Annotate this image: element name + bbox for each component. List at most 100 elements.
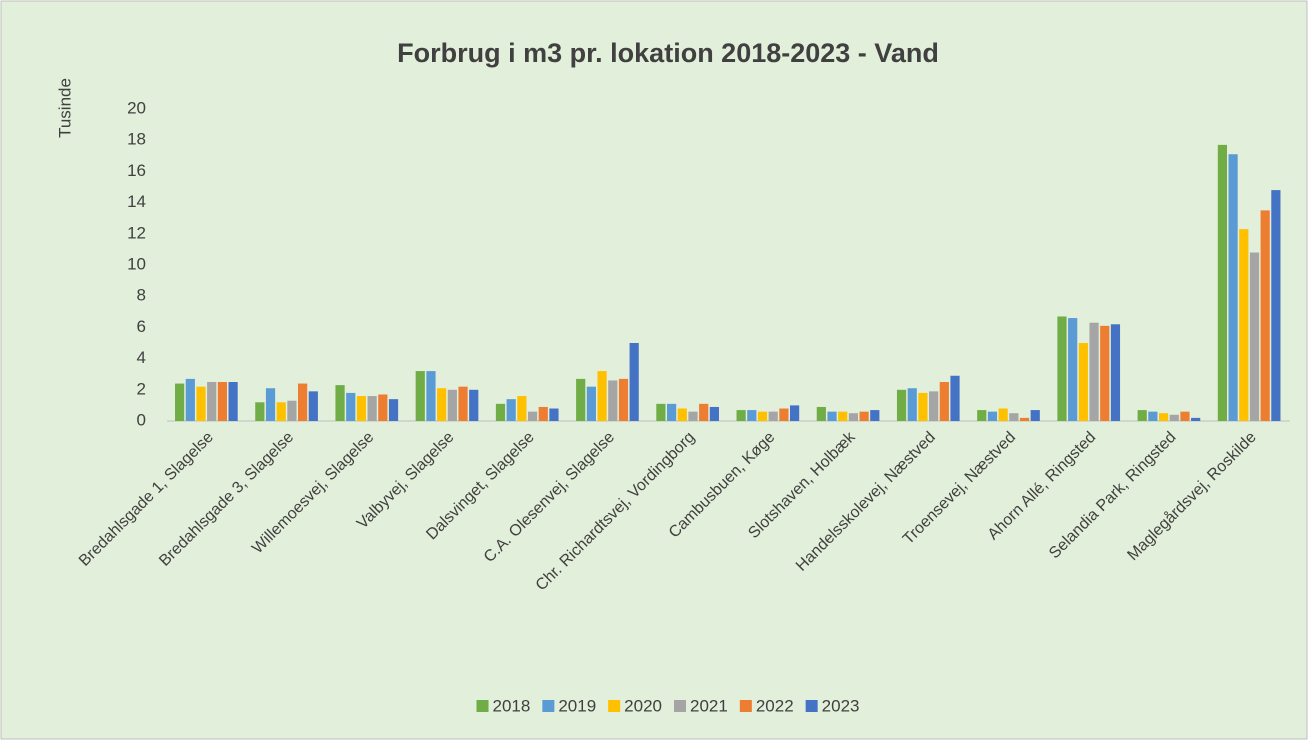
bar bbox=[629, 343, 639, 421]
bar bbox=[1191, 417, 1201, 421]
bar bbox=[495, 403, 506, 421]
bar bbox=[789, 405, 800, 421]
bar bbox=[367, 396, 377, 421]
bar bbox=[779, 408, 789, 421]
bar bbox=[437, 388, 447, 421]
bar bbox=[335, 385, 345, 421]
y-tick-label: 16 bbox=[127, 161, 146, 180]
legend-label: 2018 bbox=[493, 696, 531, 715]
bar bbox=[1110, 324, 1121, 421]
bar bbox=[1068, 318, 1078, 421]
y-axis-title: Tusinde bbox=[55, 78, 74, 138]
legend-swatch bbox=[608, 700, 621, 712]
bar bbox=[608, 380, 618, 421]
bar bbox=[308, 391, 318, 421]
bar bbox=[265, 388, 276, 421]
bar bbox=[1239, 229, 1249, 421]
bar bbox=[549, 408, 559, 421]
bar bbox=[747, 410, 757, 421]
bar bbox=[346, 392, 356, 421]
bar bbox=[378, 394, 388, 421]
bar bbox=[1228, 154, 1238, 422]
y-tick-label: 20 bbox=[127, 98, 146, 117]
bar bbox=[298, 383, 308, 421]
bar bbox=[1089, 322, 1099, 421]
legend-label: 2019 bbox=[558, 696, 596, 715]
bar bbox=[506, 399, 516, 421]
bar bbox=[356, 396, 367, 421]
bar bbox=[1137, 410, 1147, 421]
bar bbox=[447, 389, 457, 421]
bar bbox=[517, 396, 527, 421]
y-tick-label: 4 bbox=[137, 348, 146, 367]
bar bbox=[1100, 325, 1110, 421]
bar bbox=[415, 371, 425, 421]
y-tick-label: 18 bbox=[127, 130, 146, 149]
bar bbox=[838, 411, 848, 421]
bar bbox=[939, 382, 949, 421]
bar bbox=[1169, 414, 1179, 421]
bar bbox=[1057, 316, 1067, 421]
y-tick-label: 12 bbox=[127, 223, 146, 242]
bar bbox=[907, 388, 917, 421]
y-tick-label: 14 bbox=[127, 192, 146, 211]
bar bbox=[1180, 411, 1190, 421]
bar bbox=[816, 406, 826, 421]
bar bbox=[276, 402, 286, 421]
bar bbox=[848, 413, 859, 421]
bar bbox=[827, 411, 837, 421]
y-tick-label: 10 bbox=[127, 254, 146, 273]
bar bbox=[688, 411, 698, 421]
bar bbox=[1148, 411, 1158, 421]
bar bbox=[576, 378, 586, 421]
bar bbox=[597, 371, 607, 421]
y-tick-label: 0 bbox=[137, 410, 146, 429]
bar bbox=[929, 391, 939, 421]
bar bbox=[426, 371, 436, 421]
bar bbox=[757, 411, 768, 421]
bar bbox=[175, 383, 185, 421]
legend-swatch bbox=[739, 700, 752, 712]
bar bbox=[618, 378, 629, 421]
bar bbox=[458, 386, 468, 421]
bar bbox=[1158, 413, 1169, 421]
bar bbox=[1271, 190, 1281, 421]
legend-label: 2022 bbox=[756, 696, 794, 715]
bar bbox=[918, 392, 928, 421]
y-tick-label: 2 bbox=[137, 379, 146, 398]
bar bbox=[987, 411, 998, 421]
legend-swatch bbox=[805, 700, 818, 712]
legend-swatch bbox=[542, 700, 555, 712]
bar bbox=[228, 382, 238, 421]
chart-title: Forbrug i m3 pr. lokation 2018-2023 - Va… bbox=[397, 38, 939, 68]
bar bbox=[709, 406, 719, 421]
bar bbox=[207, 382, 217, 421]
bar bbox=[388, 399, 399, 421]
bar bbox=[677, 408, 687, 421]
bar bbox=[185, 378, 195, 421]
bar bbox=[538, 406, 548, 421]
bar bbox=[870, 410, 880, 421]
bar bbox=[469, 389, 479, 421]
bar bbox=[699, 403, 709, 421]
bar bbox=[896, 389, 907, 421]
legend-label: 2020 bbox=[624, 696, 662, 715]
bar bbox=[1249, 252, 1260, 421]
bar bbox=[667, 403, 677, 421]
bar bbox=[1217, 144, 1228, 421]
bar bbox=[1030, 410, 1040, 421]
bar bbox=[255, 402, 265, 421]
bar bbox=[586, 386, 596, 421]
legend-label: 2021 bbox=[690, 696, 728, 715]
legend-swatch bbox=[476, 700, 489, 712]
bar bbox=[950, 375, 960, 421]
bar bbox=[217, 382, 227, 421]
bar bbox=[977, 410, 987, 421]
bar bbox=[527, 411, 538, 421]
bar bbox=[1019, 417, 1030, 421]
bar bbox=[1260, 210, 1270, 421]
bar bbox=[1078, 343, 1088, 421]
